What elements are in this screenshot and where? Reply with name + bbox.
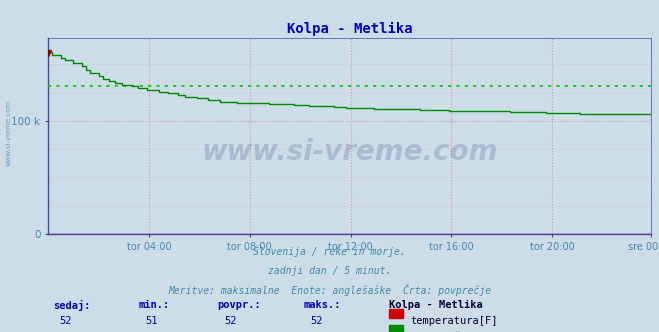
Text: temperatura[F]: temperatura[F] bbox=[410, 316, 498, 326]
Text: 52: 52 bbox=[225, 316, 237, 326]
Title: Kolpa - Metlika: Kolpa - Metlika bbox=[287, 22, 413, 36]
Text: Slovenija / reke in morje.: Slovenija / reke in morje. bbox=[253, 247, 406, 257]
Text: maks.:: maks.: bbox=[303, 300, 341, 310]
Text: 52: 52 bbox=[60, 316, 72, 326]
Text: Meritve: maksimalne  Enote: anglešaške  Črta: povprečje: Meritve: maksimalne Enote: anglešaške Čr… bbox=[168, 284, 491, 296]
Text: 51: 51 bbox=[146, 316, 158, 326]
Text: Kolpa - Metlika: Kolpa - Metlika bbox=[389, 300, 482, 310]
Text: www.si-vreme.com: www.si-vreme.com bbox=[202, 138, 498, 166]
Text: www.si-vreme.com: www.si-vreme.com bbox=[5, 100, 11, 166]
Text: zadnji dan / 5 minut.: zadnji dan / 5 minut. bbox=[268, 266, 391, 276]
Text: sedaj:: sedaj: bbox=[53, 300, 90, 311]
Text: min.:: min.: bbox=[138, 300, 169, 310]
Text: povpr.:: povpr.: bbox=[217, 300, 261, 310]
Text: 52: 52 bbox=[310, 316, 322, 326]
